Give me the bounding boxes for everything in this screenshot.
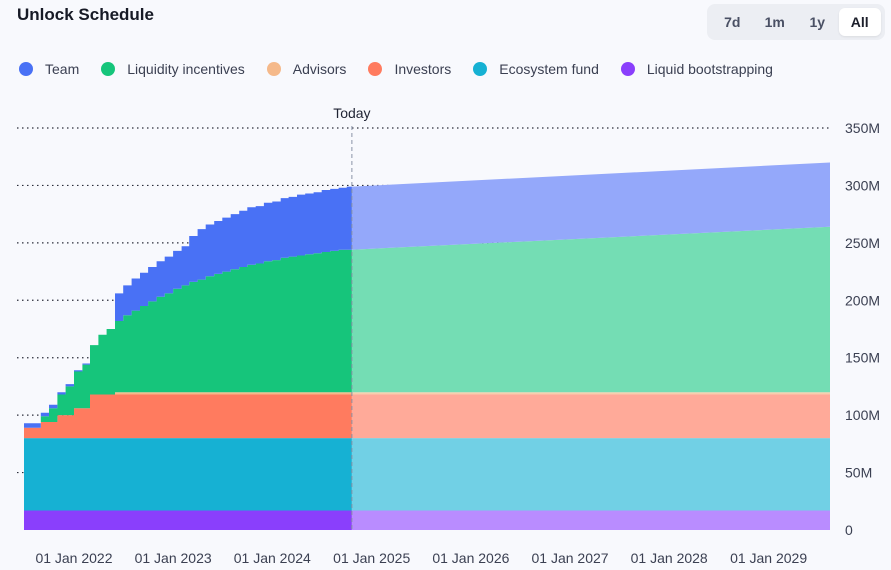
area-future-team (351, 162, 830, 250)
legend-item-investors[interactable]: Investors (368, 61, 451, 77)
x-tick-label: 01 Jan 2029 (730, 550, 807, 566)
x-tick-label: 01 Jan 2028 (631, 550, 708, 566)
area-future-advisors (351, 392, 830, 395)
today-marker: Today (333, 105, 371, 530)
legend-label: Investors (394, 61, 452, 77)
range-button-7d[interactable]: 7d (724, 14, 741, 30)
legend-item-liquid-bootstrapping[interactable]: Liquid bootstrapping (620, 61, 773, 77)
x-tick-label: 01 Jan 2025 (333, 550, 410, 566)
legend-label: Liquid bootstrapping (646, 61, 773, 77)
area-future-ecosystem-fund (351, 438, 830, 511)
legend-label: Ecosystem fund (499, 61, 599, 77)
legend-item-advisors[interactable]: Advisors (266, 61, 347, 77)
x-tick-label: 01 Jan 2027 (531, 550, 608, 566)
range-button-1y[interactable]: 1y (809, 14, 826, 30)
x-tick-label: 01 Jan 2026 (432, 550, 509, 566)
legend-dot-icon (473, 62, 488, 76)
legend-item-team[interactable]: Team (19, 61, 79, 77)
legend-dot-icon (620, 62, 635, 76)
area-past-investors (24, 394, 352, 439)
x-axis: 01 Jan 2022 01 Jan 2023 01 Jan 2024 01 Jan … (35, 550, 807, 566)
legend-item-liquidity-incentives[interactable]: Liquidity incentives (101, 61, 245, 77)
series-areas (24, 162, 830, 530)
today-label: Today (333, 105, 370, 121)
area-past-ecosystem-fund (24, 438, 352, 511)
y-tick-label: 50M (845, 465, 872, 481)
chart-legend: Team Liquidity incentives Advisors Inves… (19, 61, 795, 77)
y-axis: 0 50M 100M 150M 200M 250M 300M 350M (845, 120, 880, 538)
x-tick-label: 01 Jan 2022 (35, 550, 112, 566)
x-tick-label: 01 Jan 2024 (234, 550, 311, 566)
area-past-team (24, 186, 352, 428)
chart-title: Unlock Schedule (17, 5, 154, 24)
y-tick-label: 100M (845, 407, 880, 423)
y-tick-label: 0 (845, 522, 853, 538)
area-future-investors (351, 394, 830, 439)
y-tick-label: 350M (845, 120, 880, 136)
legend-dot-icon (368, 62, 383, 76)
time-range-switch: 7d 1m 1y All (707, 4, 885, 40)
legend-dot-icon (266, 62, 281, 76)
legend-label: Advisors (292, 61, 347, 77)
y-tick-label: 150M (845, 350, 880, 366)
x-tick-label: 01 Jan 2023 (135, 550, 212, 566)
range-button-all[interactable]: All (838, 8, 881, 36)
y-tick-label: 250M (845, 235, 880, 251)
y-tick-label: 200M (845, 292, 880, 308)
legend-dot-icon (19, 62, 33, 76)
legend-label: Team (45, 61, 80, 77)
legend-dot-icon (101, 62, 116, 76)
area-future-liquidity-incentives (351, 226, 830, 393)
area-past-liquid-bootstrapping (24, 510, 352, 530)
area-past-liquidity-incentives (24, 249, 352, 428)
y-tick-label: 300M (845, 177, 880, 193)
area-future-liquid-bootstrapping (351, 510, 830, 530)
legend-item-ecosystem-fund[interactable]: Ecosystem fund (473, 61, 599, 77)
range-button-1m[interactable]: 1m (764, 14, 785, 30)
legend-label: Liquidity incentives (127, 61, 245, 77)
